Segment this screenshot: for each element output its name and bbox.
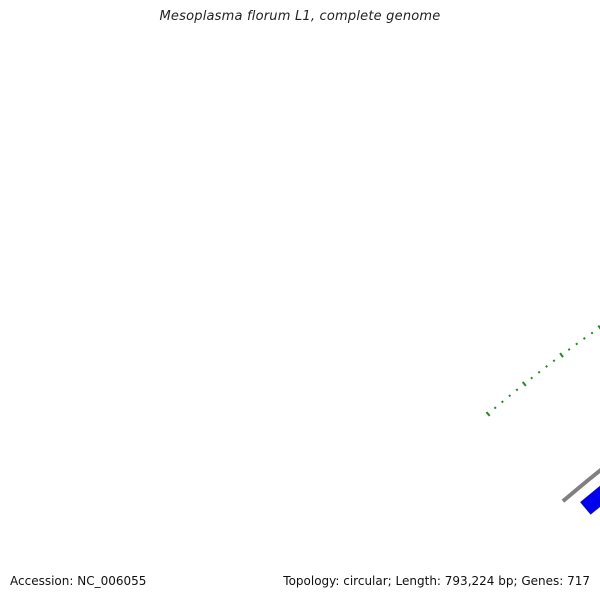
accession-text: Accession: NC_006055 — [10, 574, 147, 588]
map-title: Mesoplasma florum L1, complete genome — [159, 9, 441, 24]
genome-backbone — [561, 468, 600, 503]
gc-dot — [582, 337, 586, 340]
gc-dot — [545, 365, 548, 368]
gc-dot — [501, 400, 504, 404]
feature-track — [579, 485, 600, 515]
gc-dot — [559, 352, 564, 358]
gc-dot — [493, 406, 497, 410]
genome-summary: Topology: circular; Length: 793,224 bp; … — [283, 574, 590, 588]
gc-dot — [575, 342, 579, 346]
gc-dot — [521, 381, 527, 387]
gc-dot — [552, 359, 556, 363]
cds-feature — [579, 485, 600, 515]
gc-dot — [567, 348, 571, 351]
gc-dot — [590, 331, 594, 335]
gc-dot — [508, 394, 512, 398]
gc-dot — [485, 411, 491, 417]
gc-dot — [537, 370, 541, 374]
gc-dot — [515, 388, 519, 392]
gc-dot — [530, 376, 534, 380]
gc-skew-outer-track — [485, 324, 600, 417]
backbone-line — [561, 468, 600, 503]
